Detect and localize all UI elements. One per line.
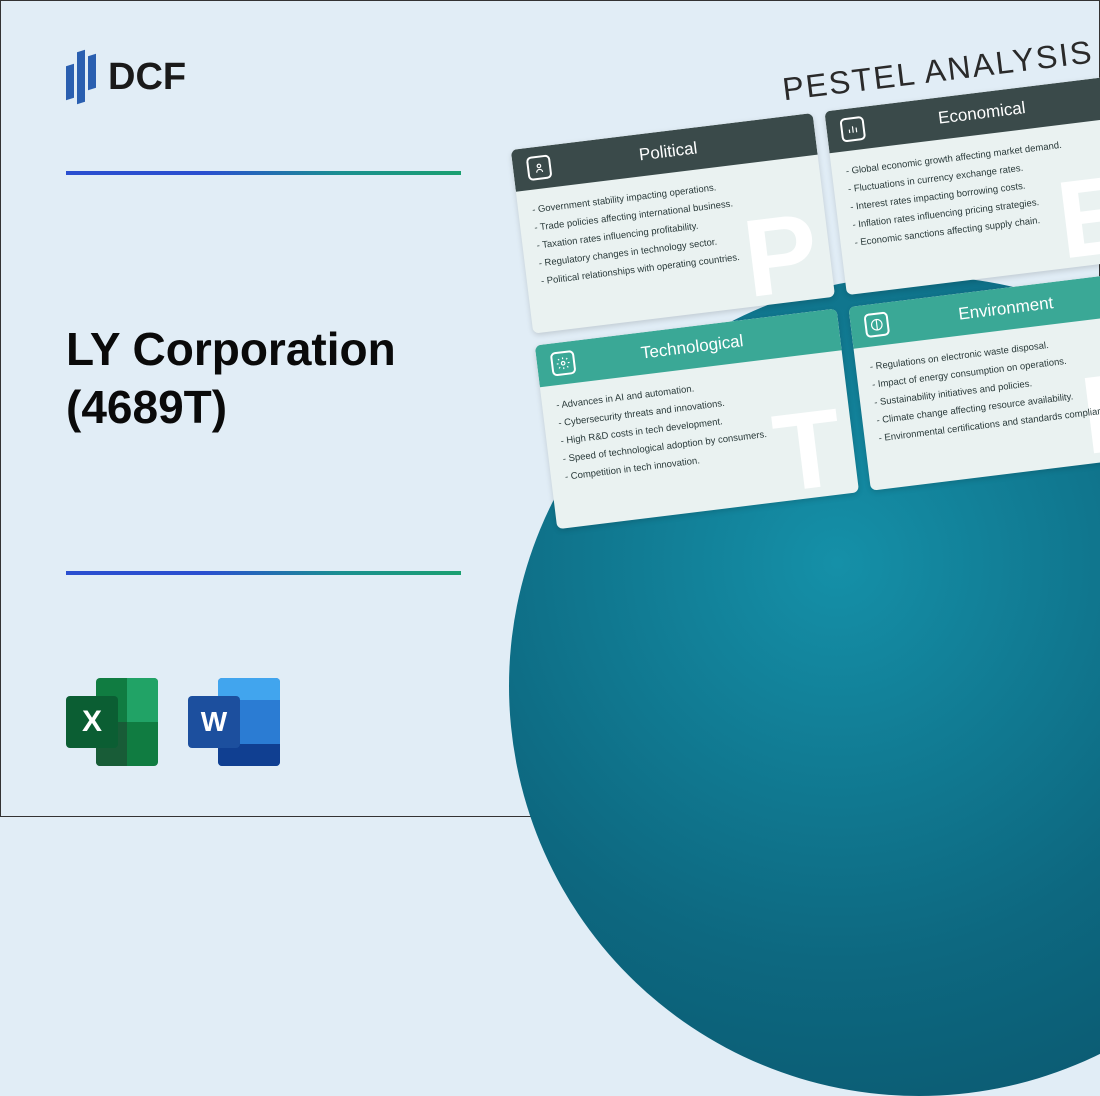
divider-bottom [66,571,461,575]
card-political: Political P - Government stability impac… [511,113,835,334]
title-line2: (4689T) [66,379,396,437]
card-technological: Technological T - Advances in AI and aut… [535,309,859,530]
excel-icon: X [66,678,158,766]
word-icon: W [188,678,280,766]
logo: DCF [66,51,186,103]
divider-top [66,171,461,175]
page-title: LY Corporation (4689T) [66,321,396,436]
card-economical: Economical E - Global economic growth af… [824,74,1100,295]
file-icons: X W [66,678,280,766]
leaf-icon [863,311,890,338]
pestel-analysis: PESTEL ANALYSIS Political P - Government… [505,30,1100,529]
pestel-grid: Political P - Government stability impac… [511,74,1100,529]
card-environment: Environment E - Regulations on electroni… [848,270,1100,491]
logo-bars-icon [66,51,96,103]
logo-text: DCF [108,56,186,99]
chart-icon [839,116,866,143]
shield-icon [526,154,553,181]
gear-icon [550,350,577,377]
title-line1: LY Corporation [66,321,396,379]
